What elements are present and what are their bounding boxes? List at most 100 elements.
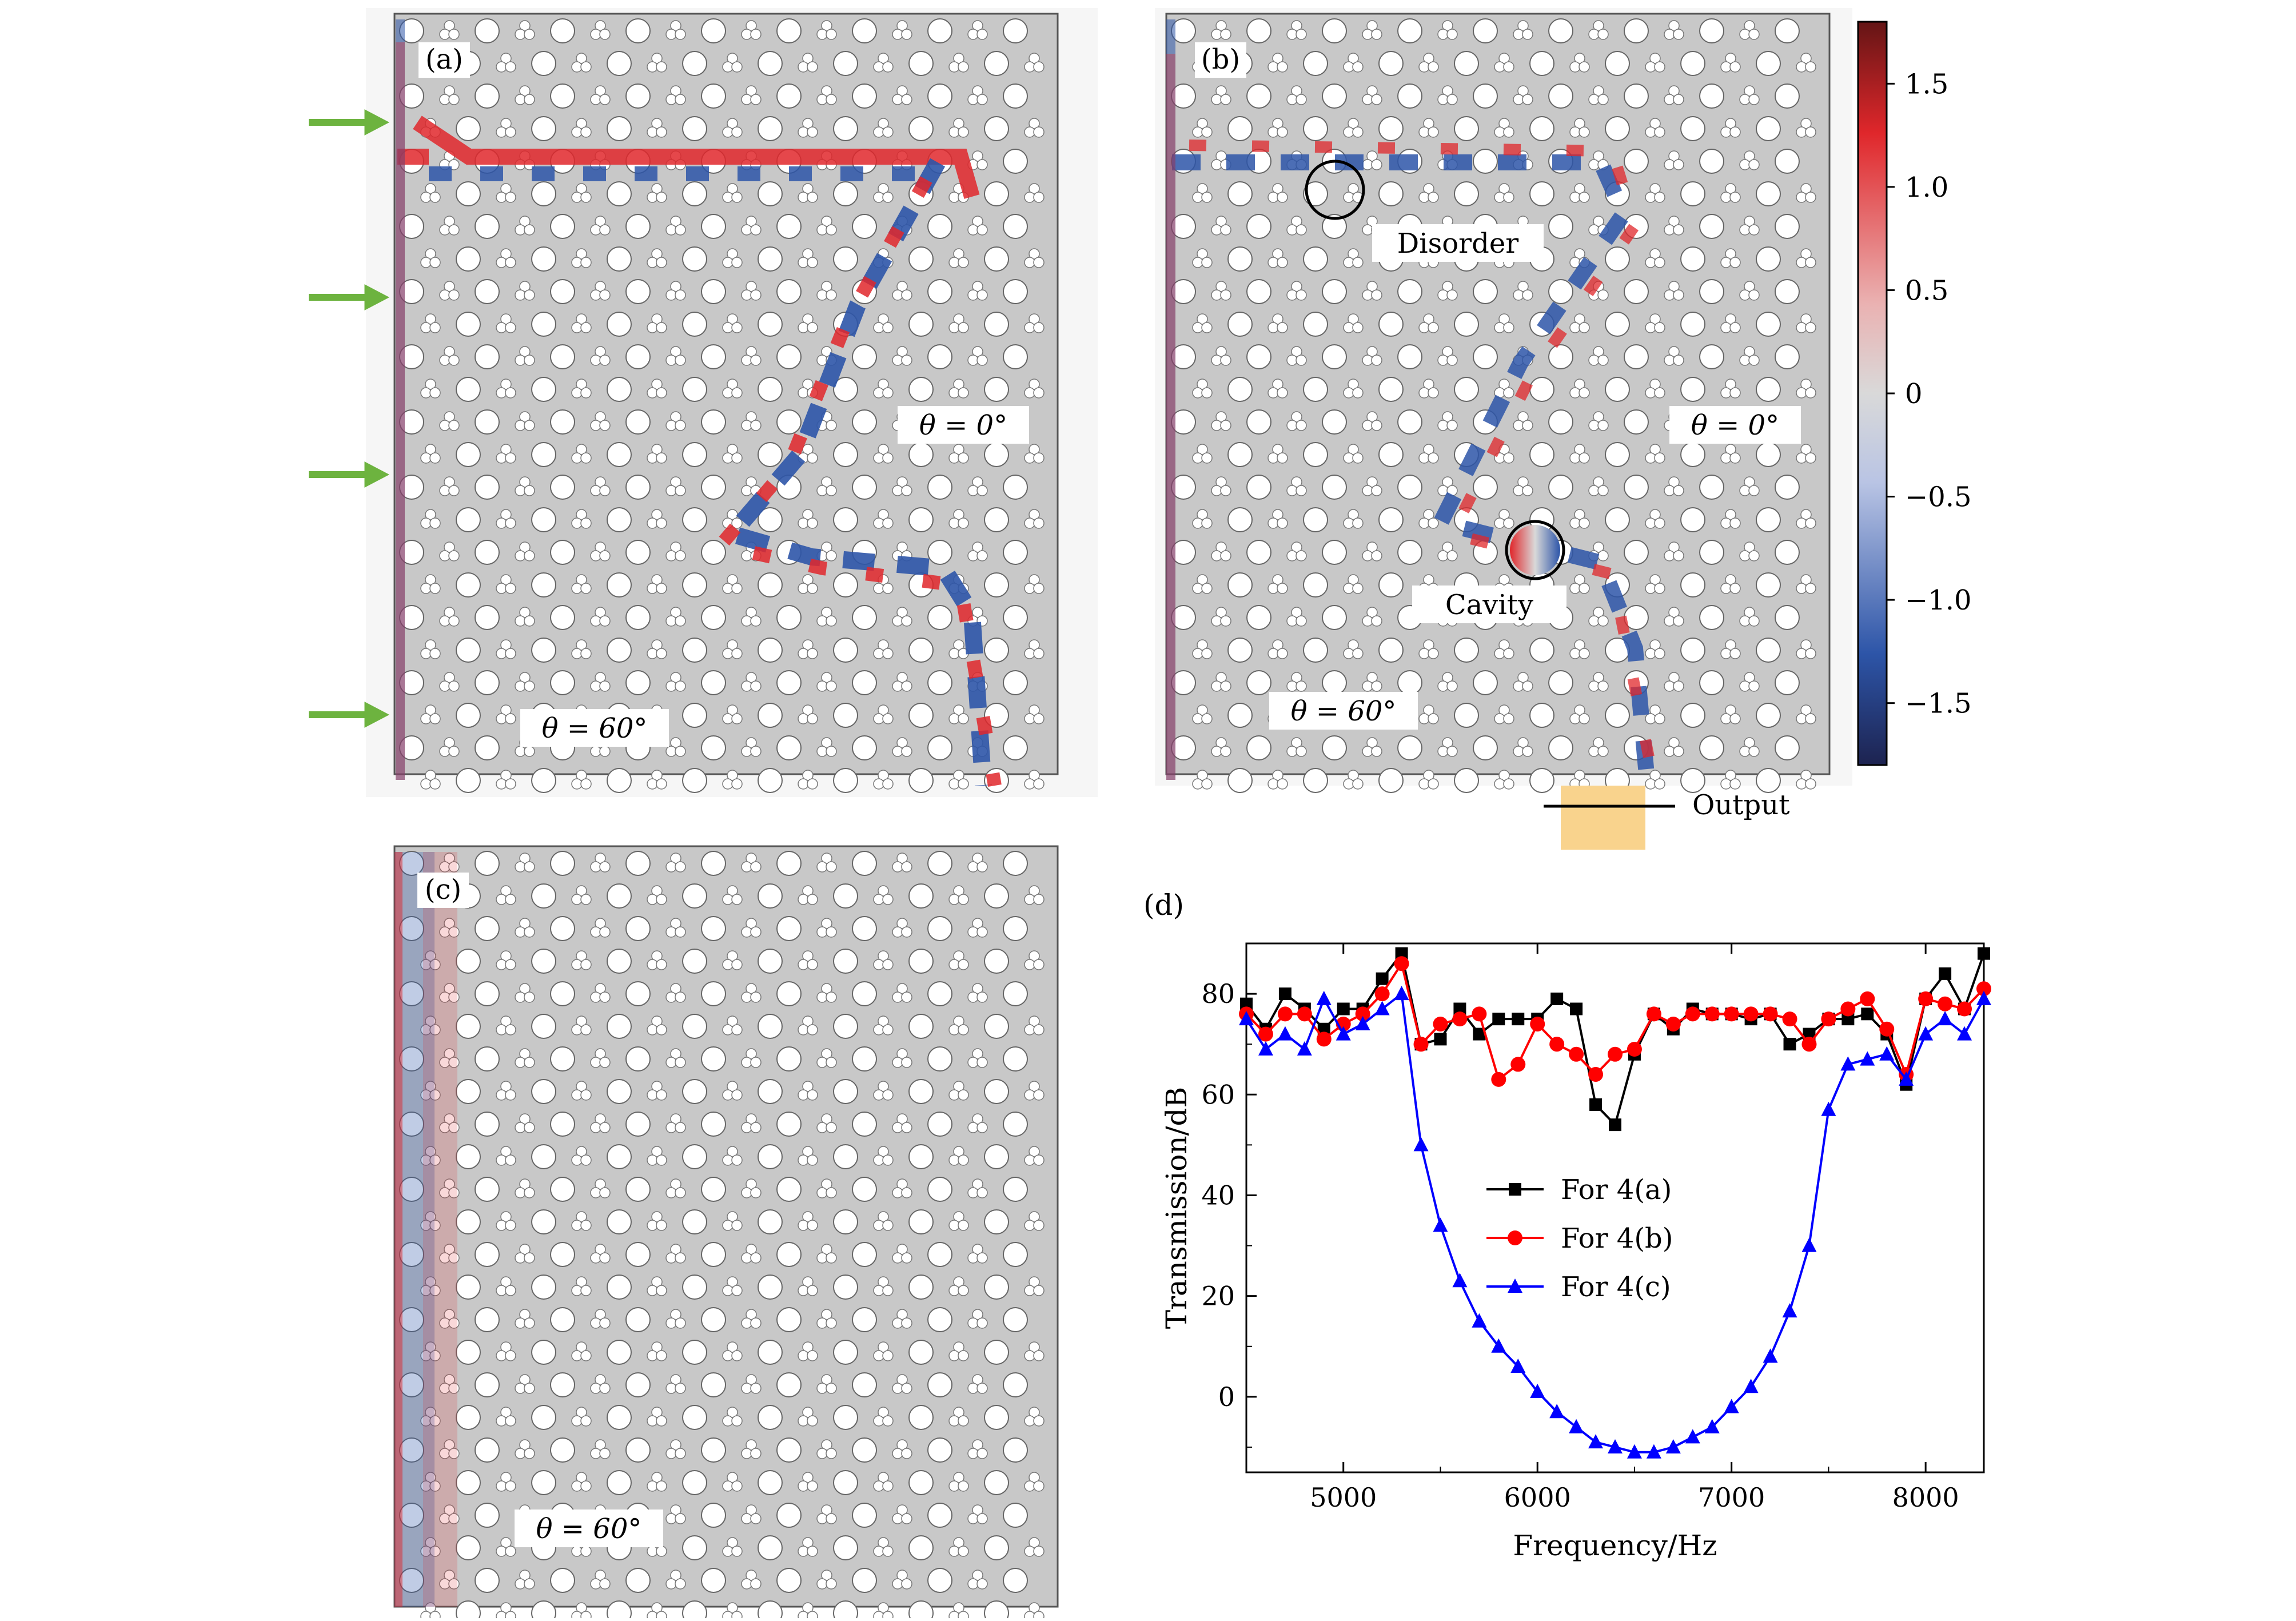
data-point [1316, 1031, 1332, 1047]
panel-a-angle-left-label: θ = 60° [520, 709, 669, 747]
data-point [1374, 986, 1390, 1002]
data-point [1821, 1101, 1836, 1116]
data-point [1374, 1001, 1390, 1015]
data-point [1452, 1011, 1468, 1027]
data-point [1472, 1006, 1487, 1022]
data-point [1646, 1444, 1661, 1459]
data-point [1355, 1015, 1370, 1030]
data-point [1724, 1006, 1739, 1022]
panel-b-cavity-label: Cavity [1412, 586, 1566, 623]
data-point [1297, 1006, 1312, 1022]
data-point [1492, 1013, 1505, 1026]
data-point [1337, 1002, 1350, 1015]
data-point [1394, 986, 1409, 1001]
panel-b-field-map: Disorder Cavity (b) θ = 0° θ = 60° Outpu… [1155, 8, 1852, 850]
svg-text:Output: Output [1692, 789, 1789, 821]
panel-c-left-edge-field [394, 852, 457, 1607]
input-arrow-4 [309, 702, 390, 728]
svg-text:θ = 0°: θ = 0° [1691, 409, 1779, 441]
x-tick-label: 6000 [1504, 1482, 1571, 1513]
data-point [1724, 1399, 1739, 1413]
data-point [1570, 1002, 1583, 1015]
svg-text:(a): (a) [425, 43, 463, 75]
data-point [1550, 992, 1564, 1005]
panel-b-angle-left-label: θ = 60° [1269, 692, 1418, 730]
data-point [1588, 1434, 1604, 1449]
data-point [1704, 1006, 1720, 1022]
colorbar-tick-label: −1.5 [1905, 688, 1972, 720]
panel-b-lattice [1165, 13, 1831, 793]
panel-b-disorder-marker [1305, 160, 1365, 220]
series-2 [1239, 956, 1991, 1087]
data-point [1783, 1038, 1796, 1051]
x-tick-label: 8000 [1892, 1482, 1959, 1513]
data-point [1879, 1021, 1895, 1037]
data-point [1549, 1404, 1565, 1419]
data-point [1278, 987, 1292, 1001]
panel-a-left-edge-field [396, 19, 405, 780]
data-point [1957, 1001, 1972, 1017]
data-point [1376, 972, 1389, 985]
data-point [1608, 1046, 1623, 1062]
data-point [1452, 1273, 1468, 1288]
data-point [1434, 1033, 1447, 1046]
panel-b-disorder-label: Disorder [1372, 224, 1544, 262]
data-point [1473, 1027, 1486, 1041]
data-point [1589, 1098, 1603, 1111]
data-point [1685, 1006, 1700, 1022]
y-tick-label: 20 [1201, 1281, 1235, 1312]
data-point [1840, 1001, 1856, 1017]
svg-text:θ = 60°: θ = 60° [1291, 695, 1397, 727]
svg-text:Cavity: Cavity [1445, 589, 1533, 621]
panel-b-output-port: Output [1544, 786, 1789, 850]
data-point [1317, 1022, 1330, 1035]
data-point [1860, 991, 1875, 1006]
panel-b-waveguide-field [1172, 140, 1658, 775]
legend-entry: For 4(c) [1561, 1271, 1671, 1303]
data-point [1743, 1379, 1759, 1393]
y-tick-label: 80 [1201, 978, 1235, 1009]
data-point [1530, 1016, 1545, 1031]
y-axis-label: Transmission/dB [1160, 1087, 1193, 1329]
x-tick-label: 7000 [1698, 1482, 1765, 1513]
data-point [1763, 1006, 1778, 1022]
svg-text:(c): (c) [425, 874, 461, 906]
panel-d-chart: (d) 5000 6000 7000 8000 0 20 40 60 80 Frequency/H… [1143, 889, 1991, 1562]
panel-c-lattice [393, 845, 1059, 1618]
svg-text:θ = 60°: θ = 60° [536, 1513, 642, 1545]
data-point [1240, 997, 1253, 1010]
data-point [1394, 956, 1409, 971]
data-point [1549, 1037, 1565, 1052]
data-point [1976, 981, 1991, 997]
data-point [1918, 991, 1934, 1006]
legend-entry: For 4(b) [1561, 1222, 1673, 1254]
data-point [1782, 1303, 1797, 1318]
series-3 [1239, 986, 1991, 1459]
data-point [1939, 967, 1952, 980]
data-point [1491, 1072, 1506, 1087]
data-point [1879, 1046, 1895, 1061]
data-point [1336, 1026, 1351, 1041]
data-point [1355, 1006, 1370, 1022]
svg-text:θ = 60°: θ = 60° [542, 712, 648, 744]
panel-a-field-map: (a) θ = 0° θ = 60° [366, 8, 1098, 797]
svg-text:θ = 0°: θ = 0° [919, 409, 1007, 441]
colorbar-tick-label: 1.5 [1905, 68, 1948, 100]
panel-a-label-box: (a) [418, 42, 470, 78]
data-point [1491, 1338, 1506, 1353]
data-point [1841, 1013, 1855, 1026]
panel-b-label-box: (b) [1195, 42, 1246, 78]
input-arrow-2 [309, 284, 390, 310]
data-point [1510, 1057, 1526, 1072]
panel-b-cavity-marker [1505, 520, 1565, 580]
data-point [1803, 1027, 1816, 1041]
data-point [1239, 1011, 1254, 1026]
data-point [1938, 996, 1953, 1011]
colorbar-tick-label: 0.5 [1905, 274, 1948, 306]
data-point [1627, 1444, 1642, 1459]
legend: For 4(a) For 4(b) For 4(c) [1486, 1174, 1673, 1303]
series-line [1245, 950, 1985, 1128]
x-tick-label: 5000 [1310, 1482, 1377, 1513]
data-point [1413, 1037, 1429, 1052]
data-point [1860, 1051, 1875, 1066]
